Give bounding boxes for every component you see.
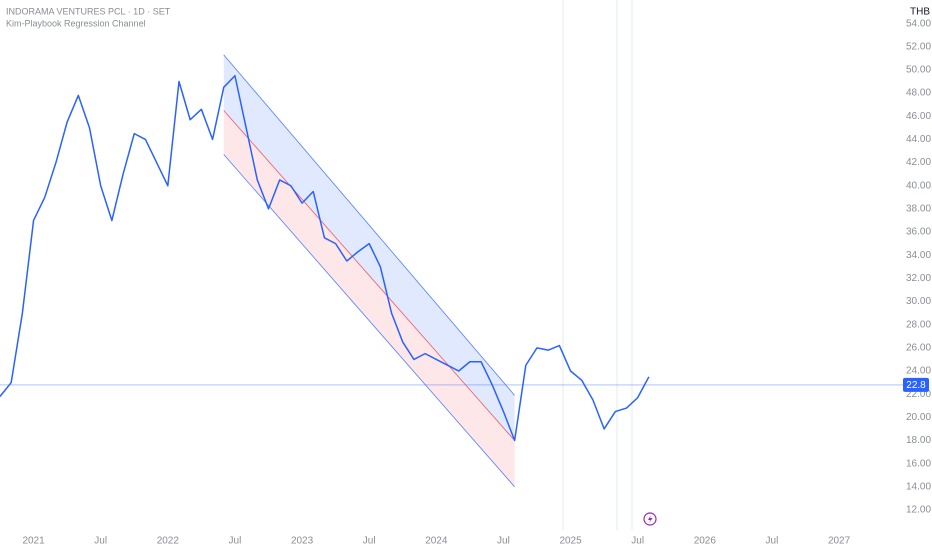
last-price-box — [903, 377, 929, 392]
y-tick-label: 44.00 — [906, 134, 931, 145]
y-tick-label: 24.00 — [906, 366, 931, 377]
y-tick-label: 54.00 — [906, 18, 931, 29]
y-tick-label: 40.00 — [906, 180, 931, 191]
x-tick-label: Jul — [229, 536, 242, 547]
y-tick-label: 36.00 — [906, 227, 931, 238]
x-tick-label: 2024 — [425, 536, 448, 547]
price-line — [0, 74, 650, 442]
x-tick-label: Jul — [631, 536, 644, 547]
x-tick-label: 2021 — [22, 536, 45, 547]
x-tick-label: 2025 — [559, 536, 582, 547]
currency: THB — [910, 7, 930, 18]
y-tick-label: 26.00 — [906, 342, 931, 353]
last-price-label: 22.8 — [906, 380, 926, 391]
y-tick-label: 14.00 — [906, 481, 931, 492]
indicator-name: Kim-Playbook Regression Channel — [6, 18, 146, 28]
y-tick-label: 28.00 — [906, 319, 931, 330]
x-tick-label: 2023 — [291, 536, 314, 547]
y-tick-label: 52.00 — [906, 41, 931, 52]
x-tick-label: Jul — [94, 536, 107, 547]
x-tick-label: Jul — [363, 536, 376, 547]
x-tick-label: 2027 — [828, 536, 851, 547]
y-tick-label: 12.00 — [906, 505, 931, 516]
y-tick-label: 46.00 — [906, 111, 931, 122]
channel-upper — [223, 54, 515, 396]
y-tick-label: 16.00 — [906, 458, 931, 469]
channel-lower-fill — [223, 110, 515, 487]
y-tick-label: 42.00 — [906, 157, 931, 168]
channel-middle — [223, 110, 515, 441]
x-tick-label: Jul — [497, 536, 510, 547]
y-tick-label: 22.00 — [906, 389, 931, 400]
y-tick-label: 38.00 — [906, 204, 931, 215]
channel-lower — [223, 154, 515, 488]
y-tick-label: 50.00 — [906, 65, 931, 76]
y-tick-label: 20.00 — [906, 412, 931, 423]
alert-icon[interactable] — [643, 512, 657, 526]
channel-upper-fill — [223, 54, 515, 441]
y-tick-label: 48.00 — [906, 88, 931, 99]
x-tick-label: 2022 — [157, 536, 180, 547]
chart-title: INDORAMA VENTURES PCL · 1D · SET — [6, 6, 171, 16]
y-tick-label: 18.00 — [906, 435, 931, 446]
y-tick-label: 32.00 — [906, 273, 931, 284]
y-tick-label: 34.00 — [906, 250, 931, 261]
x-tick-label: Jul — [766, 536, 779, 547]
y-tick-label: 30.00 — [906, 296, 931, 307]
x-tick-label: 2026 — [694, 536, 717, 547]
